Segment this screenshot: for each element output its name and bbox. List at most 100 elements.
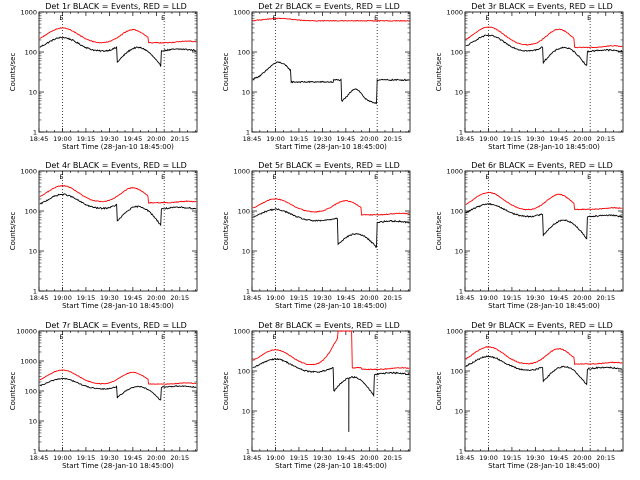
x-axis-label: Start Time (28-Jan-10 18:45:00) (275, 462, 387, 470)
marker-label: E (161, 14, 165, 22)
y-axis-label: Counts/sec (222, 212, 230, 251)
x-tick-label: 20:15 (170, 454, 189, 462)
panel-title: Det 6r BLACK = Events, RED = LLD (471, 161, 613, 170)
y-tick-label: 1 (246, 129, 250, 137)
x-axis-label: Start Time (28-Jan-10 18:45:00) (62, 462, 174, 470)
x-tick-label: 19:45 (123, 135, 142, 143)
x-tick-label: 19:45 (123, 294, 142, 302)
x-tick-label: 18:45 (243, 454, 262, 462)
y-tick-label: 1000 (20, 168, 37, 176)
series-lld-line (465, 26, 623, 49)
marker-label: E (272, 173, 276, 181)
x-tick-label: 20:15 (383, 135, 402, 143)
series-lld-line (465, 346, 623, 365)
y-tick-label: 1000 (446, 168, 463, 176)
y-axis-label: Counts/sec (435, 212, 443, 251)
x-tick-label: 20:00 (360, 454, 379, 462)
marker-label: E (272, 14, 276, 22)
y-tick-label: 1000 (233, 9, 250, 17)
y-tick-label: 1 (33, 288, 37, 296)
y-tick-label: 10 (455, 408, 463, 416)
x-tick-label: 18:45 (456, 135, 475, 143)
marker-label: E (485, 173, 489, 181)
y-tick-label: 1000 (446, 328, 463, 336)
x-tick-label: 20:00 (147, 294, 166, 302)
series-lld-line (252, 330, 410, 371)
marker-label: E (59, 173, 63, 181)
x-tick-label: 20:15 (170, 294, 189, 302)
series-events-line (252, 208, 410, 248)
marker-label: E (59, 333, 63, 341)
series-lld-line (39, 27, 197, 44)
x-tick-label: 20:15 (596, 294, 615, 302)
x-tick-label: 19:00 (53, 294, 72, 302)
y-axis-label: Counts/sec (222, 53, 230, 92)
y-tick-label: 1 (459, 448, 463, 456)
panel-title: Det 8r BLACK = Events, RED = LLD (258, 321, 400, 330)
y-tick-label: 100 (238, 368, 250, 376)
y-tick-label: 1 (33, 129, 37, 137)
x-tick-label: 20:15 (383, 454, 402, 462)
x-tick-label: 19:15 (503, 454, 522, 462)
x-axis-label: Start Time (28-Jan-10 18:45:00) (488, 462, 600, 470)
y-tick-label: 1 (246, 448, 250, 456)
x-tick-label: 20:00 (573, 294, 592, 302)
axes-frame (464, 330, 624, 452)
x-tick-label: 19:15 (290, 135, 309, 143)
x-tick-label: 20:15 (383, 294, 402, 302)
x-tick-label: 18:45 (243, 294, 262, 302)
y-tick-label: 1000 (446, 9, 463, 17)
series-lld-line (252, 198, 410, 216)
x-tick-label: 19:30 (313, 294, 332, 302)
x-axis-label: Start Time (28-Jan-10 18:45:00) (275, 143, 387, 151)
x-tick-label: 18:45 (30, 454, 49, 462)
panel-title: Det 2r BLACK = Events, RED = LLD (258, 2, 400, 11)
y-axis-label: Counts/sec (222, 372, 230, 411)
series-events-line (39, 377, 197, 401)
panel-title: Det 5r BLACK = Events, RED = LLD (258, 161, 400, 170)
x-tick-label: 19:45 (549, 294, 568, 302)
y-tick-label: 1000 (20, 358, 37, 366)
x-axis-label: Start Time (28-Jan-10 18:45:00) (62, 143, 174, 151)
x-tick-label: 20:00 (360, 135, 379, 143)
marker-label: E (161, 173, 165, 181)
series-events-line (252, 357, 410, 432)
panel-title: Det 7r BLACK = Events, RED = LLD (45, 321, 187, 330)
x-tick-label: 19:30 (313, 135, 332, 143)
axes-frame (38, 170, 198, 292)
marker-label: E (587, 173, 591, 181)
x-tick-label: 19:15 (503, 135, 522, 143)
panel-title: Det 1r BLACK = Events, RED = LLD (45, 2, 187, 11)
x-tick-label: 19:15 (290, 454, 309, 462)
x-tick-label: 19:15 (77, 454, 96, 462)
x-axis-label: Start Time (28-Jan-10 18:45:00) (488, 143, 600, 151)
series-events-line (39, 36, 197, 67)
x-tick-label: 20:15 (596, 135, 615, 143)
y-tick-label: 10000 (16, 328, 37, 336)
x-tick-label: 19:30 (313, 454, 332, 462)
x-tick-label: 20:15 (170, 135, 189, 143)
x-tick-label: 19:00 (266, 135, 285, 143)
y-tick-label: 1000 (20, 9, 37, 17)
x-tick-label: 18:45 (243, 135, 262, 143)
y-tick-label: 10 (29, 248, 37, 256)
series-events-line (252, 61, 410, 105)
series-lld-line (39, 369, 197, 385)
y-tick-label: 100 (25, 49, 37, 57)
y-tick-label: 100 (25, 208, 37, 216)
axes-frame (251, 170, 411, 292)
y-tick-label: 100 (451, 49, 463, 57)
series-events-line (465, 355, 623, 386)
marker-label: E (485, 14, 489, 22)
series-lld-line (39, 184, 197, 204)
x-tick-label: 19:30 (100, 294, 119, 302)
y-tick-label: 10 (455, 89, 463, 97)
x-tick-label: 19:15 (77, 135, 96, 143)
x-tick-label: 19:00 (479, 294, 498, 302)
